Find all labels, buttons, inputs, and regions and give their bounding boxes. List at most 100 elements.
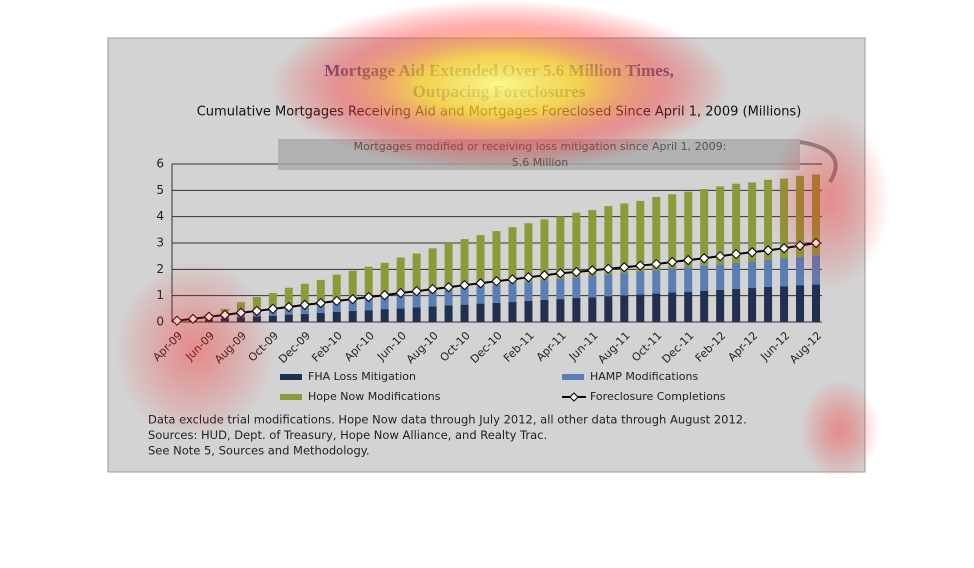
bar-segment — [412, 307, 421, 322]
bar-segment — [540, 280, 549, 300]
bar-segment — [700, 265, 709, 291]
note: Sources: HUD, Dept. of Treasury, Hope No… — [148, 428, 547, 442]
line-marker — [363, 291, 374, 303]
bar-segment — [332, 274, 341, 302]
bar-segment — [412, 291, 421, 308]
legend-label: Hope Now Modifications — [308, 390, 441, 403]
note: See Note 5, Sources and Methodology. — [148, 444, 370, 458]
bar-segment — [588, 210, 597, 276]
bar-segment — [524, 281, 533, 301]
bar-segment — [396, 293, 405, 309]
bar-segment — [636, 294, 645, 322]
bar-segment — [620, 273, 629, 296]
heat-spot — [770, 110, 890, 290]
bar-segment — [652, 270, 661, 294]
bar-segment — [540, 299, 549, 322]
bar-segment — [588, 275, 597, 298]
bar-segment — [460, 287, 469, 305]
line-marker — [395, 287, 406, 299]
line-marker — [539, 270, 550, 281]
bar-segment — [380, 295, 389, 310]
bar-segment — [364, 266, 373, 298]
bar-segment — [380, 262, 389, 296]
y-tick-label: 6 — [156, 157, 164, 171]
bar-segment — [716, 289, 725, 322]
bar-segment — [620, 203, 629, 274]
line-marker — [730, 248, 742, 260]
bar-segment — [428, 306, 437, 322]
bar-segment — [748, 261, 757, 289]
bar-segment — [668, 194, 677, 269]
bar-segment — [460, 239, 469, 288]
bar-segment — [348, 270, 357, 300]
bar-segment — [444, 288, 453, 306]
bar-segment — [396, 308, 405, 322]
bar-segment — [300, 313, 309, 322]
bar-segment — [284, 287, 293, 308]
bar-segment — [428, 248, 437, 291]
bar-segment — [572, 212, 581, 278]
line-marker — [635, 260, 646, 271]
line-marker — [619, 262, 630, 273]
bar-segment — [748, 182, 757, 262]
bar-segment — [332, 311, 341, 322]
line-marker — [459, 279, 470, 291]
line-marker — [267, 303, 279, 315]
bar-segment — [316, 279, 325, 304]
bar-segment — [412, 253, 421, 292]
legend-label: HAMP Modifications — [590, 370, 698, 383]
line-marker — [571, 266, 582, 278]
bar-segment — [716, 264, 725, 290]
bar-segment — [476, 235, 485, 286]
line-marker — [555, 268, 566, 279]
bar-segment — [604, 206, 613, 275]
bar-segment — [764, 179, 773, 260]
bar-segment — [636, 271, 645, 295]
bar-segment — [556, 216, 565, 279]
bar-segment — [684, 267, 693, 292]
bar-segment — [300, 283, 309, 306]
bar-segment — [716, 186, 725, 265]
bar-segment — [268, 315, 277, 322]
legend-label: Foreclosure Completions — [590, 390, 726, 403]
line-marker — [427, 283, 438, 295]
bar-segment — [396, 257, 405, 294]
y-tick-label: 2 — [156, 262, 164, 276]
line-marker — [587, 265, 598, 276]
bar-segment — [268, 293, 277, 310]
line-marker — [379, 289, 390, 301]
bar-segment — [556, 299, 565, 322]
bar-segment — [476, 303, 485, 322]
bar-segment — [444, 305, 453, 322]
line-marker — [475, 278, 486, 289]
bar-segment — [732, 262, 741, 289]
bar-segment — [604, 296, 613, 322]
bar-segment — [540, 219, 549, 281]
bar-segment — [284, 314, 293, 322]
line-marker — [507, 274, 518, 285]
legend-swatch — [280, 374, 302, 380]
bar-segment — [444, 243, 453, 289]
bar-segment — [764, 286, 773, 322]
bar-segment — [508, 283, 517, 302]
bar-segment — [572, 277, 581, 299]
bar-segment — [492, 284, 501, 303]
bar-segment — [652, 196, 661, 271]
bar-segment — [748, 288, 757, 322]
bar-segment — [684, 191, 693, 268]
bar-segment — [732, 183, 741, 263]
line-marker — [603, 263, 614, 275]
line-marker — [682, 254, 694, 266]
bar-segment — [364, 297, 373, 311]
legend-swatch — [569, 392, 579, 402]
line-marker — [651, 258, 662, 270]
legend-swatch — [562, 374, 584, 380]
bar-segment — [572, 298, 581, 322]
bar-segment — [556, 278, 565, 300]
bar-segment — [380, 309, 389, 322]
bar-segment — [508, 301, 517, 322]
line-marker — [299, 299, 311, 311]
line-marker — [411, 285, 422, 297]
heat-spot — [270, 0, 730, 170]
